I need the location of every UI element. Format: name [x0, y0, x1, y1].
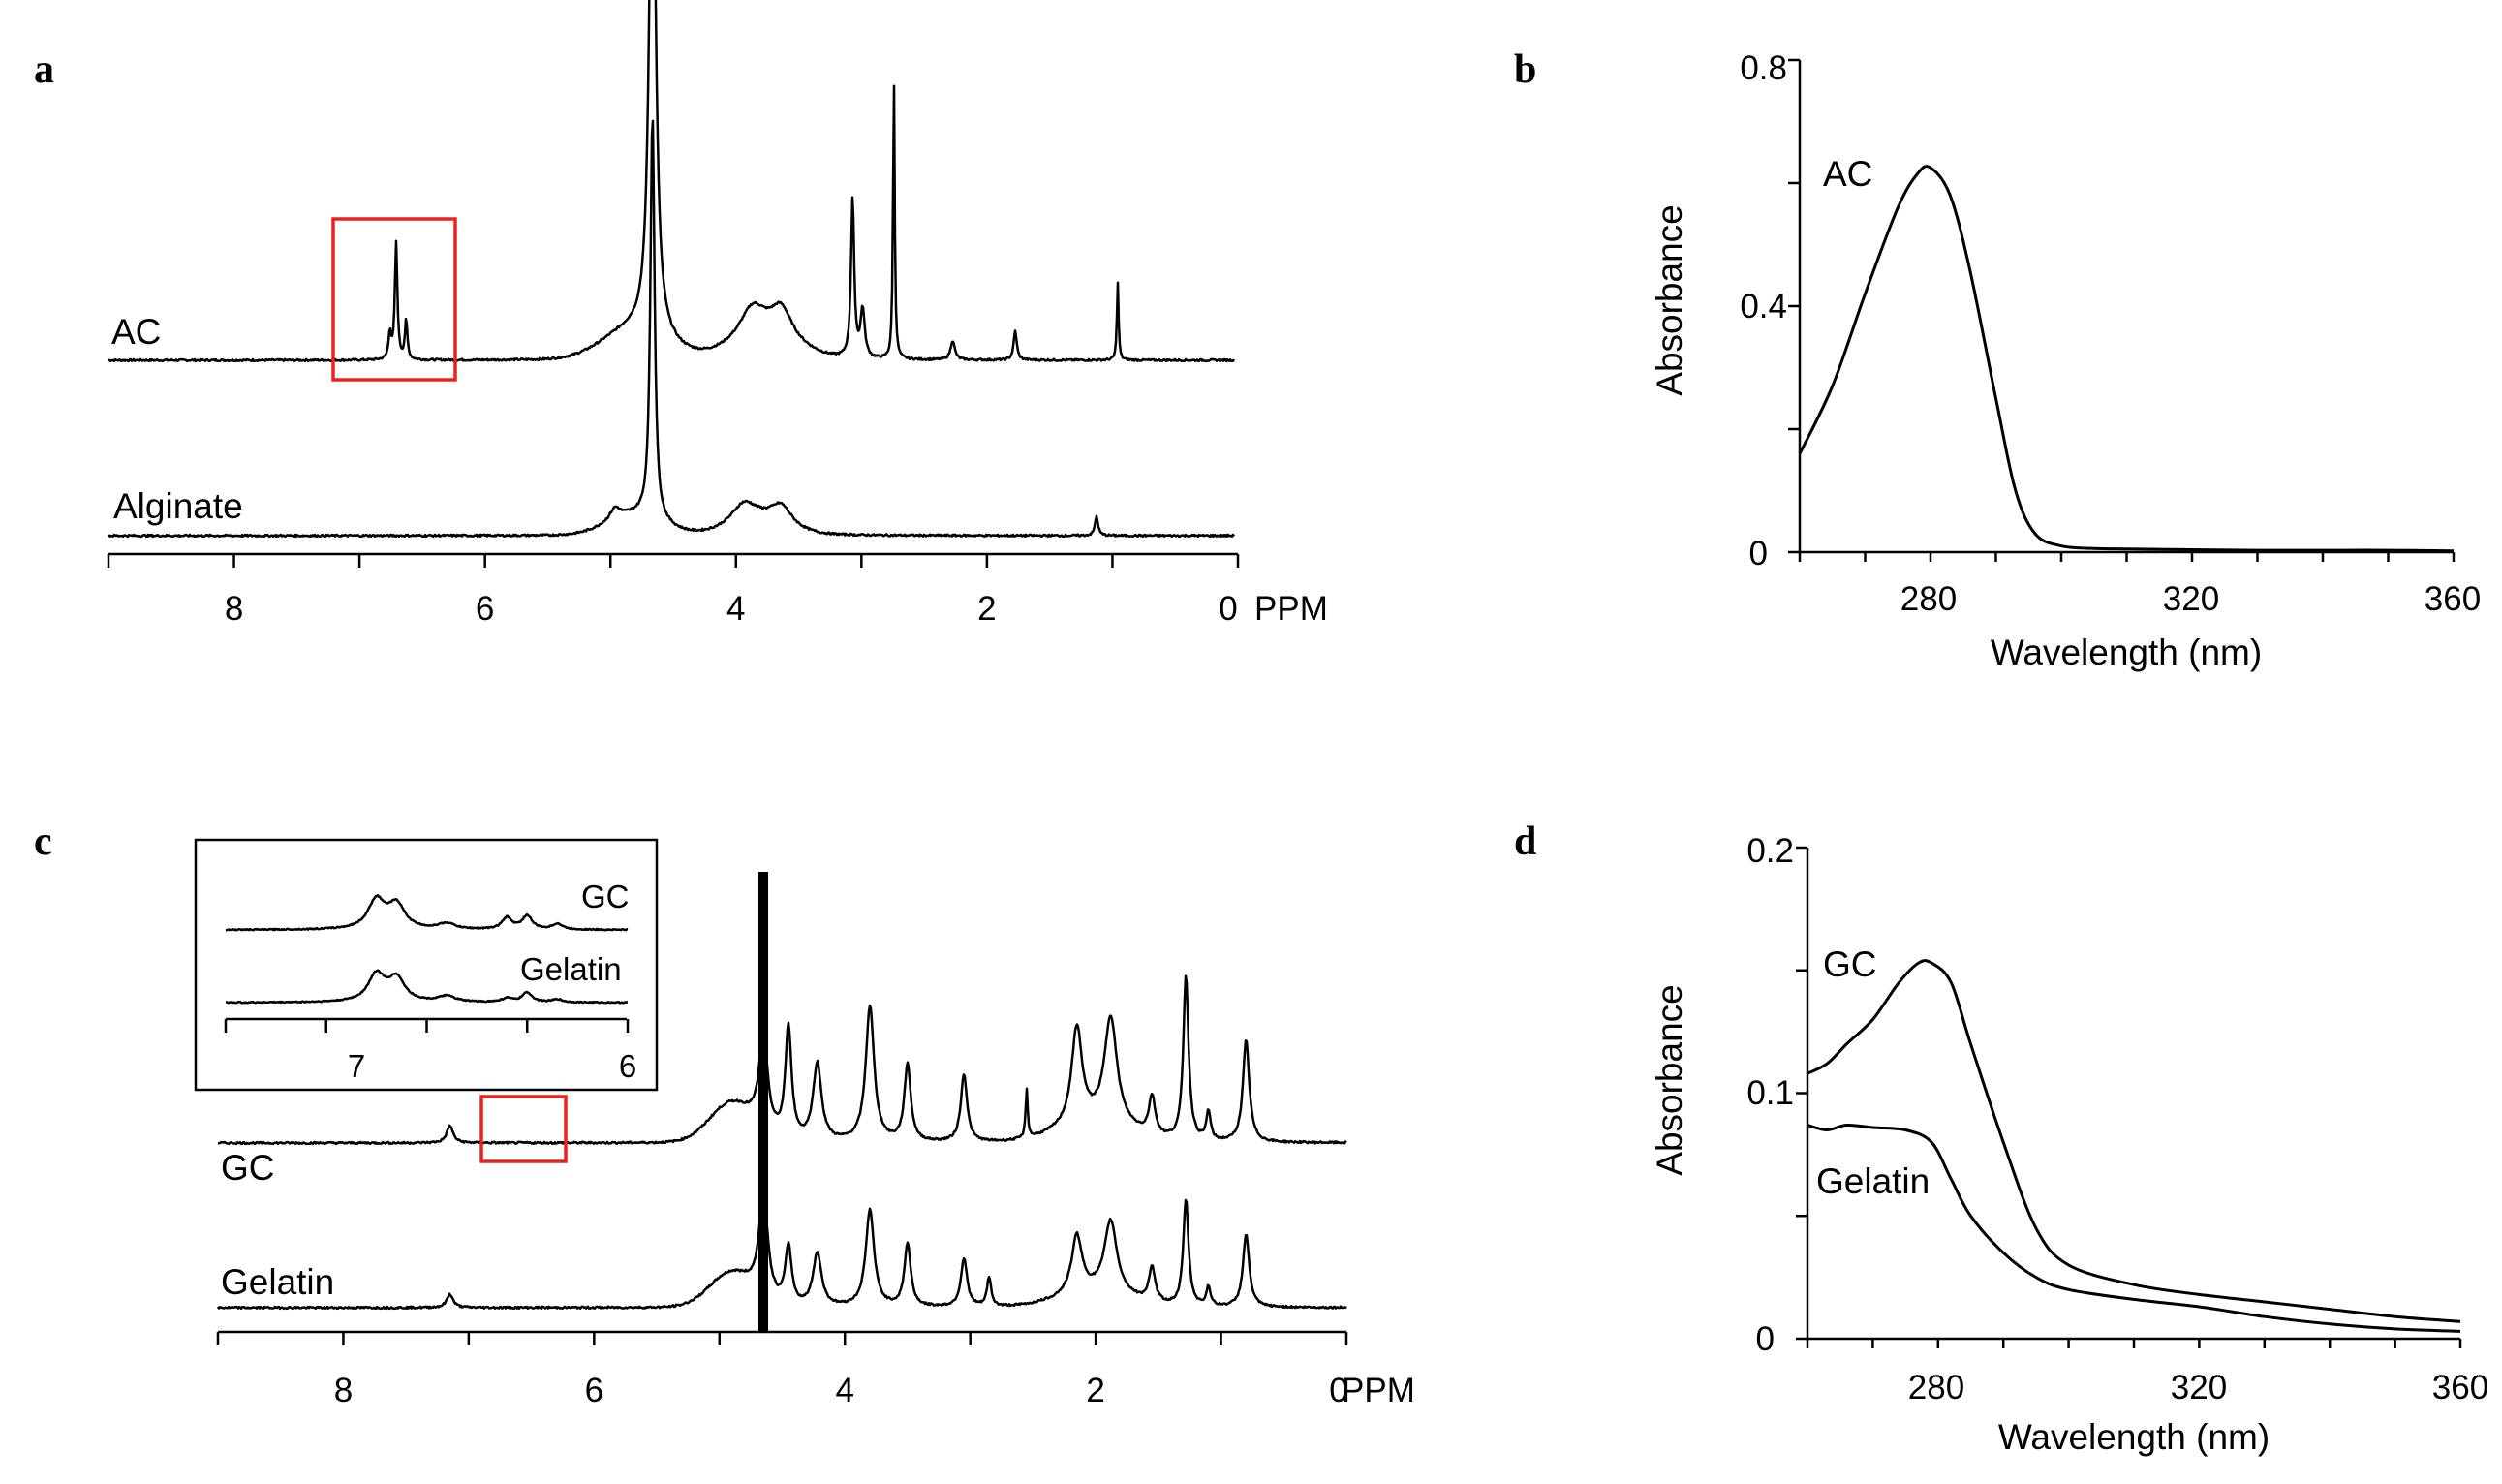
panel-c-inset-tick-label: 7: [348, 1048, 365, 1084]
panel-d-y-axis-title: Absorbance: [1650, 984, 1689, 1175]
panel-b-ytick-label: 0.4: [1740, 288, 1787, 325]
panel-c-inset-trace-gc: [225, 893, 629, 932]
panel-d-series-label-gelatin: Gelatin: [1816, 1161, 1930, 1201]
panel-d-ytick-label: 0.1: [1746, 1074, 1794, 1112]
panel-a-tick-label: 8: [225, 590, 243, 628]
panel-b-series-label-ac: AC: [1823, 154, 1872, 194]
panel-a-tick-label: 0: [1219, 590, 1237, 628]
panel-b-xtick-label: 280: [1900, 580, 1957, 618]
panel-c-tick-label: 2: [1086, 1372, 1104, 1409]
panel-a-series-label-alginate: Alginate: [113, 486, 243, 526]
panel-c-inset-frame: [194, 838, 659, 1092]
panel-b-ytick-label: 0.8: [1740, 49, 1787, 87]
panel-d: d 0.2 0.1 0 280 320 360 Wavelength (nm) …: [1514, 819, 2488, 1457]
panel-a: a 8 6 4 2 0 PPM AC Alginate: [34, 0, 1328, 628]
panel-d-xtick-label: 320: [2171, 1369, 2227, 1407]
panel-b-xtick-label: 360: [2425, 580, 2481, 618]
panel-d-ytick-label: 0.2: [1746, 832, 1794, 870]
panel-c-series-label-gc: GC: [221, 1148, 275, 1188]
panel-d-label: d: [1514, 819, 1536, 864]
panel-d-ytick-label: 0: [1756, 1320, 1775, 1358]
panel-d-xtick-label: 360: [2432, 1369, 2488, 1407]
panel-b-ytick-label: 0: [1749, 535, 1768, 572]
panel-b-x-axis-title: Wavelength (nm): [1991, 633, 2262, 672]
panel-c-solvent-peak: [758, 872, 768, 1332]
panel-d-trace-gc: [1807, 959, 2461, 1323]
panel-c-inset-ticks: [224, 1019, 630, 1033]
panel-a-tick-label: 6: [476, 590, 494, 628]
panel-c-unit-label: PPM: [1342, 1372, 1415, 1409]
panel-c: c 8 6 4 2 0 PPM GC Gelatin 7 6 GC Gelatin: [34, 819, 1415, 1409]
panel-b: b 0.8 0.4 0 280 320 360 Wavelength (nm) …: [1514, 47, 2481, 672]
panel-a-tick-label: 2: [977, 590, 996, 628]
panel-a-series-label-ac: AC: [111, 312, 161, 352]
panel-a-unit-label: PPM: [1254, 590, 1328, 628]
panel-c-ticks: 8 6 4 2 0: [216, 1332, 1348, 1409]
panel-d-ticks: [1796, 846, 2462, 1348]
panel-d-x-axis-title: Wavelength (nm): [1998, 1417, 2270, 1457]
panel-d-trace-gelatin: [1807, 1123, 2461, 1333]
panel-b-xtick-label: 320: [2163, 580, 2219, 618]
panel-c-inset-trace-gelatin: [225, 969, 629, 1005]
panel-c-trace-gelatin: [216, 1185, 1347, 1311]
panel-b-trace-ac: [1798, 165, 2455, 553]
panel-c-inset-tick-label: 6: [619, 1048, 636, 1084]
panel-b-ticks: [1788, 58, 2456, 562]
panel-b-label: b: [1514, 47, 1536, 92]
panel-a-trace-ac: [108, 0, 1236, 363]
panel-c-trace-gc: [217, 974, 1347, 1146]
panel-a-highlight-box: [331, 217, 457, 382]
panel-c-inset: 7 6 GC Gelatin: [194, 838, 659, 1092]
panel-c-tick-label: 4: [835, 1372, 853, 1409]
panel-c-label: c: [34, 819, 52, 864]
panel-a-label: a: [34, 47, 54, 92]
panel-c-tick-label: 8: [334, 1372, 353, 1409]
panel-c-inset-label-gelatin: Gelatin: [520, 951, 622, 987]
panel-c-highlight-box: [479, 1095, 568, 1163]
panel-c-inset-label-gc: GC: [581, 879, 630, 914]
panel-c-tick-label: 6: [585, 1372, 603, 1409]
panel-b-y-axis-title: Absorbance: [1650, 204, 1689, 395]
panel-a-trace-alginate: [108, 119, 1236, 539]
panel-a-ticks: 8 6 4 2 0: [107, 554, 1240, 628]
panel-c-tick-label: 0: [1329, 1372, 1347, 1409]
panel-c-series-label-gelatin: Gelatin: [221, 1262, 334, 1302]
panel-a-tick-label: 4: [726, 590, 745, 628]
panel-d-series-label-gc: GC: [1823, 944, 1877, 984]
panel-d-xtick-label: 280: [1908, 1369, 1964, 1407]
